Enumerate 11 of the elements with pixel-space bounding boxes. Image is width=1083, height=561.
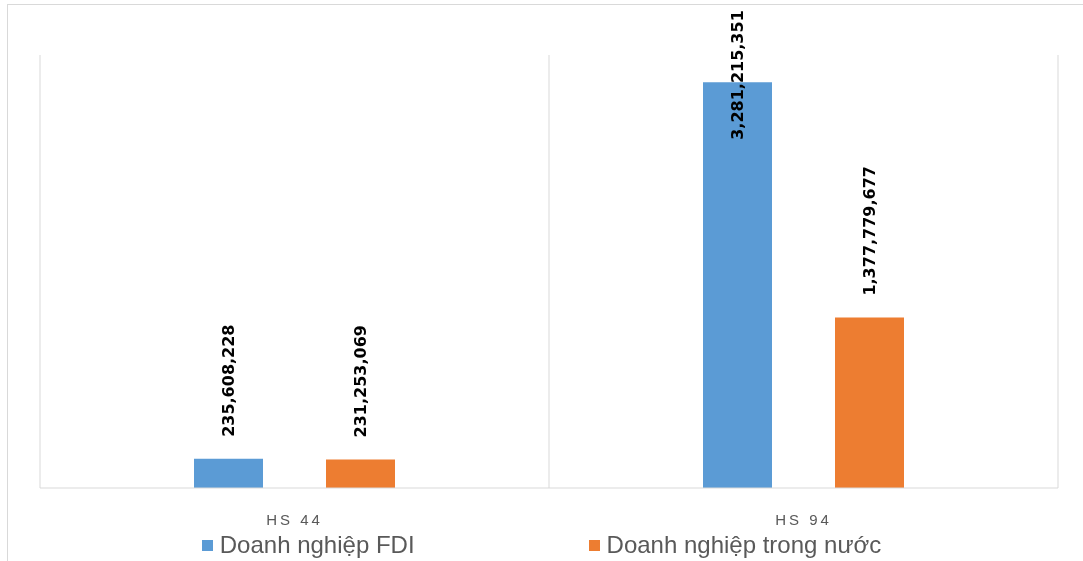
- data-label: 235,608,228: [219, 324, 238, 437]
- legend-label: Doanh nghiệp FDI: [219, 531, 415, 559]
- bar: [194, 458, 263, 488]
- data-label: 231,253,069: [351, 325, 370, 438]
- legend-label: Doanh nghiệp trong nước: [606, 531, 882, 559]
- bar: [835, 317, 904, 488]
- x-tick-label: HS 94: [775, 510, 832, 528]
- data-label: 1,377,779,677: [860, 166, 879, 296]
- bar: [326, 459, 395, 488]
- x-tick-label: HS 44: [266, 510, 323, 528]
- data-label: 3,281,215,351: [728, 10, 747, 140]
